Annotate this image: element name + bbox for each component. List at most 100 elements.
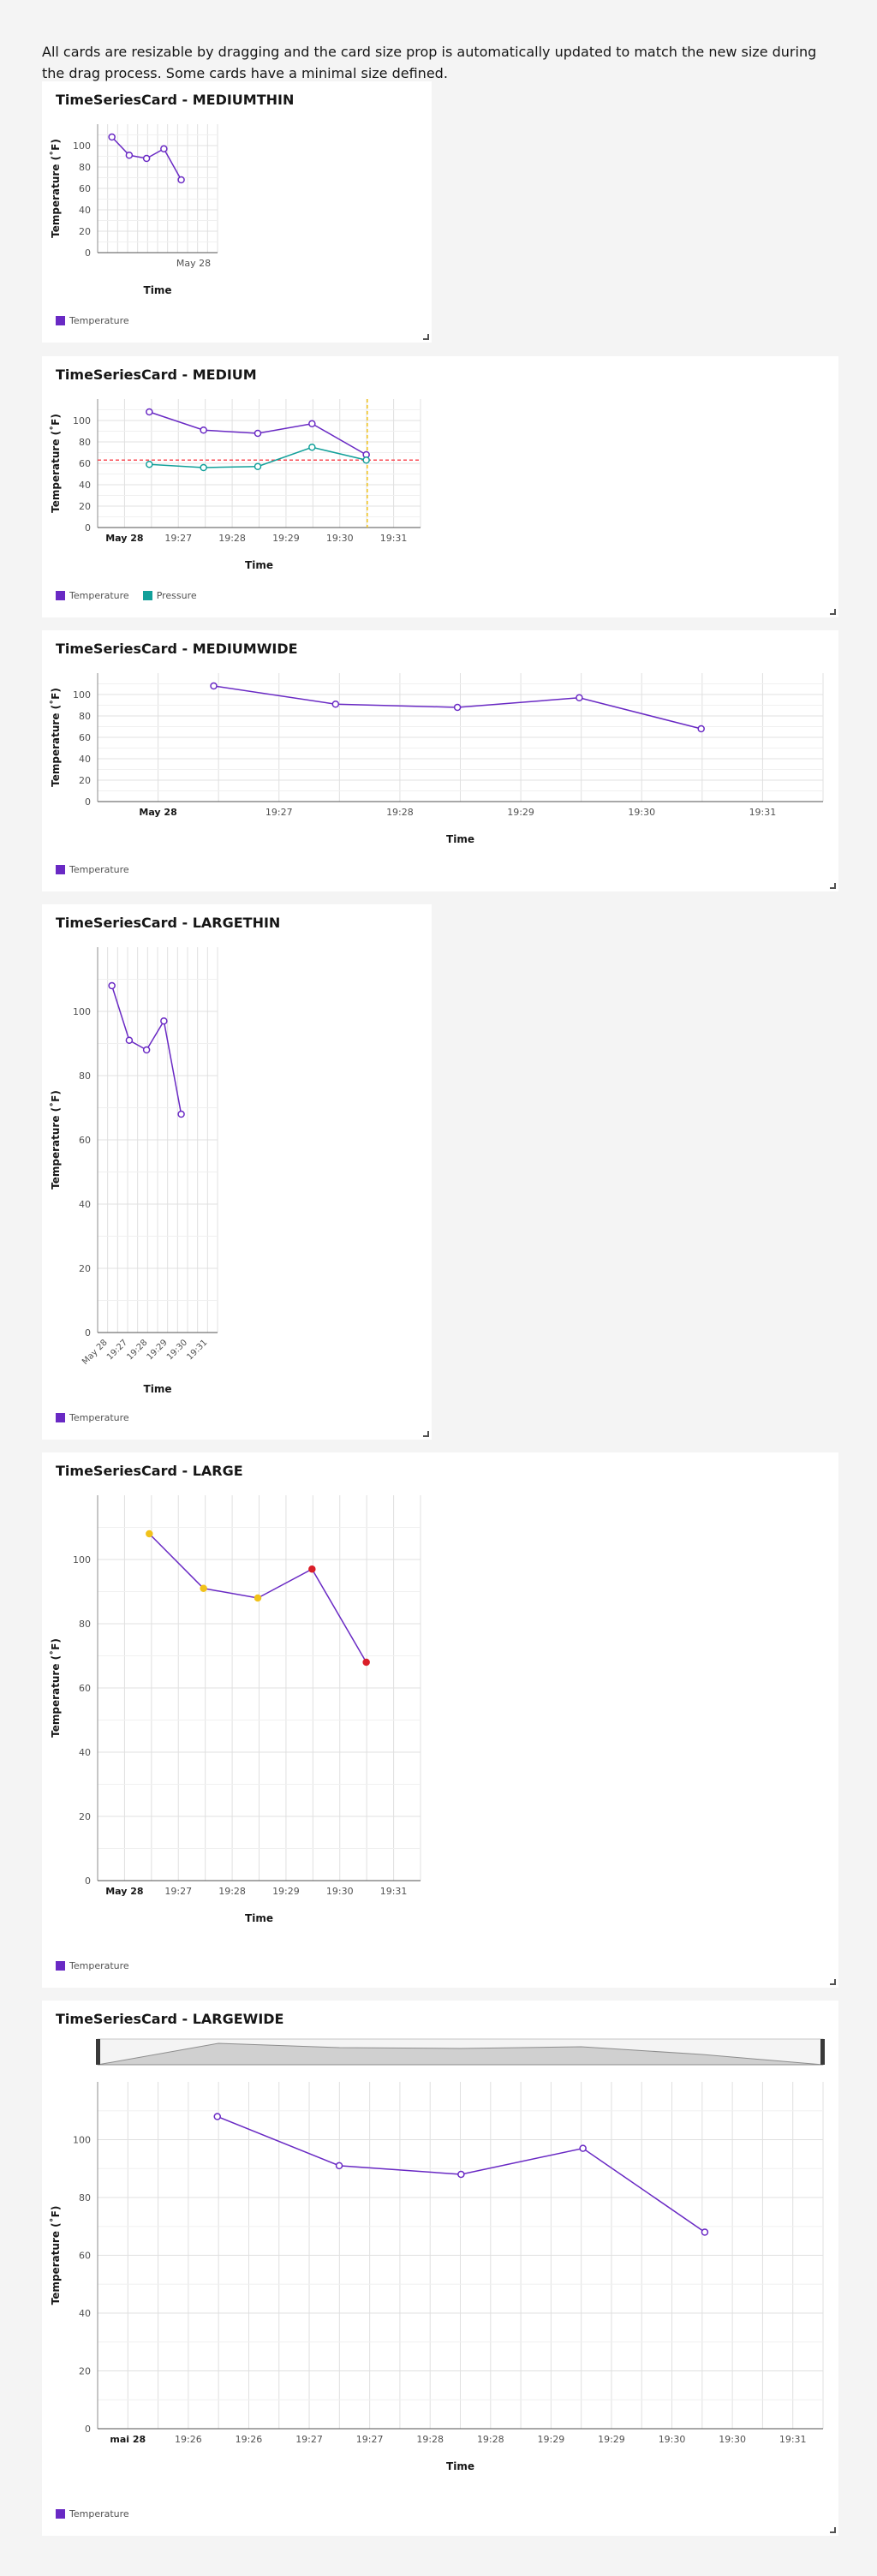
data-point[interactable] xyxy=(308,420,316,427)
zoom-handle-right[interactable] xyxy=(820,2039,825,2065)
y-tick-label: 80 xyxy=(79,2192,91,2203)
data-point[interactable] xyxy=(331,701,340,708)
data-point[interactable] xyxy=(308,1565,316,1573)
x-tick-label: May 28 xyxy=(105,533,143,544)
chart-legend: Temperature xyxy=(56,2508,129,2519)
data-point[interactable] xyxy=(200,426,207,434)
data-point[interactable] xyxy=(697,724,705,733)
data-point[interactable] xyxy=(108,133,116,141)
resize-handle[interactable] xyxy=(830,883,836,889)
data-point[interactable] xyxy=(254,462,262,470)
time-series-chart[interactable]: 0 20 40 60 80 100 mai 28 19:26 19:26 19:27 19:27 19… xyxy=(42,2001,838,2536)
data-point[interactable] xyxy=(146,408,153,416)
legend-label: Temperature xyxy=(69,315,129,326)
y-tick-label: 0 xyxy=(85,247,91,259)
card-mediumwide: TimeSeriesCard - MEDIUMWIDE 0 20 40 60 80 100… xyxy=(42,630,838,891)
data-point[interactable] xyxy=(142,1046,151,1054)
data-point[interactable] xyxy=(362,456,370,464)
y-tick-label: 80 xyxy=(79,1619,91,1630)
x-tick-label: 19:30 xyxy=(719,2434,746,2445)
legend-item-temperature[interactable]: Temperature xyxy=(56,1412,129,1423)
x-tick-label: 19:27 xyxy=(356,2434,384,2445)
chart-legend: Temperature Pressure xyxy=(56,590,197,601)
legend-label: Temperature xyxy=(69,2508,129,2519)
x-tick-label: 19:31 xyxy=(779,2434,807,2445)
y-tick-label: 40 xyxy=(79,480,91,491)
data-point[interactable] xyxy=(213,2113,222,2120)
y-tick-label: 100 xyxy=(73,1006,91,1017)
legend-item-temperature[interactable]: Temperature xyxy=(56,1960,129,1971)
y-tick-label: 60 xyxy=(79,1135,91,1146)
data-point[interactable] xyxy=(254,1594,262,1602)
data-point[interactable] xyxy=(200,463,207,472)
data-point[interactable] xyxy=(308,444,316,451)
resize-handle[interactable] xyxy=(830,2527,836,2533)
series-temperature xyxy=(146,408,370,459)
data-point[interactable] xyxy=(160,145,168,152)
y-tick-label: 20 xyxy=(79,1263,91,1274)
x-tick-label: 19:31 xyxy=(185,1338,209,1362)
x-axis-title: Time xyxy=(144,284,172,296)
y-tick-label: 100 xyxy=(73,140,91,152)
data-point[interactable] xyxy=(146,461,153,468)
data-point[interactable] xyxy=(453,703,462,712)
card-largethin: TimeSeriesCard - LARGETHIN 0 20 40 60 80 100 M… xyxy=(42,904,432,1440)
x-tick-label: 19:29 xyxy=(507,807,534,818)
data-point[interactable] xyxy=(160,1017,168,1025)
data-point[interactable] xyxy=(142,154,151,163)
zoom-bar[interactable] xyxy=(96,2038,825,2066)
x-tick-label: 19:27 xyxy=(105,1338,129,1362)
data-point[interactable] xyxy=(177,1110,185,1118)
x-axis-title: Time xyxy=(446,833,474,845)
x-tick-label: 19:29 xyxy=(538,2434,565,2445)
data-point[interactable] xyxy=(362,1658,370,1667)
data-point[interactable] xyxy=(579,2144,587,2152)
y-tick-label: 100 xyxy=(73,2135,91,2146)
zoom-handle-left[interactable] xyxy=(96,2039,100,2065)
zoom-bar-area xyxy=(97,2042,824,2066)
legend-swatch xyxy=(56,1413,65,1422)
y-tick-label: 20 xyxy=(79,1811,91,1822)
time-series-chart[interactable]: 0 20 40 60 80 100 May 28 Time Temperature (˚F) xyxy=(42,81,432,343)
legend-item-pressure[interactable]: Pressure xyxy=(142,590,197,601)
data-point[interactable] xyxy=(125,152,134,159)
resize-handle[interactable] xyxy=(423,1431,429,1437)
y-tick-label: 100 xyxy=(73,689,91,701)
legend-item-temperature[interactable]: Temperature xyxy=(56,315,129,326)
x-tick-label: 19:26 xyxy=(175,2434,202,2445)
data-point[interactable] xyxy=(701,2228,709,2236)
resize-handle[interactable] xyxy=(830,1979,836,1985)
data-point[interactable] xyxy=(576,694,583,701)
series-temperature xyxy=(210,682,705,733)
data-point[interactable] xyxy=(200,1584,207,1592)
legend-item-temperature[interactable]: Temperature xyxy=(56,864,129,875)
y-axis: 0 20 40 60 80 100 xyxy=(73,2110,823,2435)
y-tick-label: 80 xyxy=(79,1070,91,1082)
data-point[interactable] xyxy=(254,429,262,438)
data-point[interactable] xyxy=(457,2170,465,2179)
legend-item-temperature[interactable]: Temperature xyxy=(56,590,129,601)
legend-swatch xyxy=(56,316,65,325)
x-tick-label: 19:29 xyxy=(272,1886,300,1897)
resize-handle[interactable] xyxy=(423,334,429,340)
resize-handle[interactable] xyxy=(830,609,836,615)
y-axis-title: Temperature (˚F) xyxy=(49,414,62,513)
data-point[interactable] xyxy=(177,176,185,184)
data-point[interactable] xyxy=(125,1036,134,1044)
card-title: TimeSeriesCard - LARGE xyxy=(56,1463,243,1479)
legend-label: Pressure xyxy=(156,590,197,601)
legend-item-temperature[interactable]: Temperature xyxy=(56,2508,129,2519)
data-point[interactable] xyxy=(108,981,116,990)
data-point[interactable] xyxy=(335,2162,343,2170)
data-point[interactable] xyxy=(210,682,218,690)
data-point[interactable] xyxy=(146,1530,153,1538)
series-temperature xyxy=(108,981,185,1118)
card-title: TimeSeriesCard - MEDIUMWIDE xyxy=(56,641,298,657)
